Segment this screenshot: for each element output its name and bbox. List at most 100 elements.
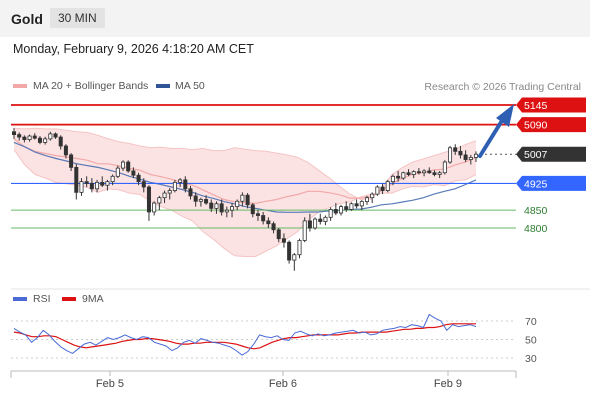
candle-body [121,161,126,169]
candle-body [396,175,401,179]
candle-body [79,181,84,193]
candle-body [32,135,37,139]
rsi-tick-70: 70 [525,316,537,328]
candle [43,136,48,145]
bollinger-upper-line [13,127,477,201]
candle-body [63,145,68,156]
ma20-line [13,138,477,205]
candle [437,170,442,179]
candle [162,190,167,204]
candle [390,174,395,186]
candle-body [401,172,406,179]
candle-body [198,199,203,202]
candle-body [333,209,338,214]
candle-body [416,171,421,174]
level-label-4800: 4800 [524,223,548,235]
candle [406,169,411,177]
candle-body [58,136,63,147]
candle [27,134,32,142]
x-axis-labels: Feb 5 Feb 6 Feb 9 [96,371,462,390]
level-label-5007: 5007 [524,149,548,161]
candle-body [432,172,437,175]
candle [453,144,458,155]
candle [89,178,94,193]
candle [126,160,131,173]
candle [416,168,421,175]
timeframe-badge[interactable]: 30 MIN [50,8,105,28]
candle-body [354,203,359,207]
candle-body [131,170,136,176]
candle [11,128,17,139]
candle-body [235,200,240,208]
projection-arrow [478,104,514,158]
candle-body [53,133,58,138]
candle [261,211,266,225]
candle-body [27,135,32,140]
x-label-feb-5: Feb 5 [96,378,124,390]
level-label-5145: 5145 [524,100,548,112]
candle [473,151,479,163]
candle [188,185,193,200]
candle [266,217,271,228]
rsi-tick-30: 30 [525,353,537,365]
candle [17,132,22,141]
candle [396,170,401,182]
candle [214,201,219,214]
candle [219,199,224,216]
candle [240,192,245,207]
rsi-ma-line [13,323,476,350]
candle-body [261,215,266,222]
candle-body [292,254,297,261]
candle [172,179,177,193]
level-box-5007 [516,146,586,162]
candle-body [281,238,286,243]
candle [375,185,380,196]
candle-body [157,197,162,204]
candle-body [375,186,380,195]
candle-body [17,134,22,138]
candle-body [240,194,245,202]
candle [245,193,250,209]
candle-body [287,241,292,261]
rsi-legend-swatch [13,297,27,301]
candle-body [95,181,100,190]
level-box-5090 [516,117,586,133]
candle-body [359,201,364,207]
candle [183,176,188,193]
level-box-4925 [516,175,586,191]
candle [178,178,183,187]
candle [250,203,255,218]
candle [193,192,198,207]
candle [152,201,157,216]
candle-body [266,220,271,225]
rsi-tick-50: 50 [525,335,537,347]
candle [58,135,63,150]
candle-body [141,181,146,188]
level-label-4850: 4850 [524,205,548,217]
rsi-ma-legend-label: 9MA [82,293,104,305]
candle-body [22,136,27,140]
candle-body [339,206,344,214]
candle-body [219,203,224,213]
rsi-panel: 70 50 30 [11,313,537,365]
candle-body [188,188,193,197]
candle [204,195,209,205]
candle-body [328,209,333,218]
rsi-legend-label: RSI [33,293,51,305]
candle [287,240,292,264]
candle-body [302,220,307,241]
candle-body [463,154,468,160]
candle-body [89,183,94,190]
candle [364,195,369,205]
candle-body [172,181,177,191]
candle [121,160,126,171]
candle [22,135,27,143]
candle-body [193,195,198,202]
candle-body [105,181,110,186]
candle-body [344,206,349,210]
candle [302,217,307,243]
candle [209,199,214,212]
candle [339,204,344,216]
candle-body [224,209,229,213]
candle-body [43,138,48,143]
